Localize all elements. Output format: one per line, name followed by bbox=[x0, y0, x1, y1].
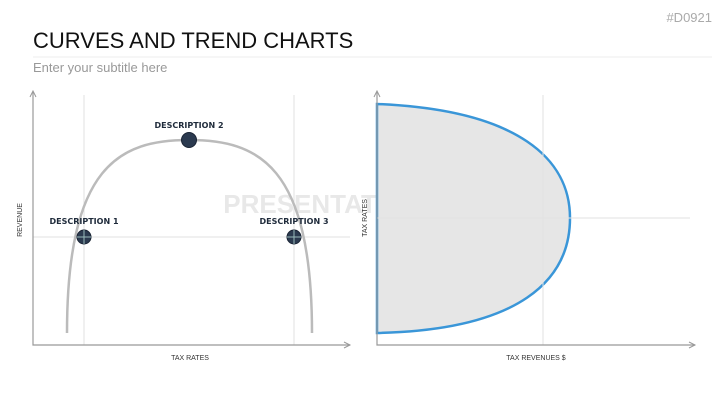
x-axis-label: TAX RATES bbox=[171, 355, 209, 362]
x-axis-label: TAX REVENUES $ bbox=[506, 355, 565, 362]
title: CURVES AND TREND CHARTS bbox=[33, 28, 353, 53]
right-chart: TAX REVENUES $ TAX RATES bbox=[362, 89, 697, 362]
y-axis-label: TAX RATES bbox=[362, 199, 369, 237]
arrows bbox=[373, 89, 697, 349]
axes bbox=[32, 92, 350, 346]
description: DESCRIPTION 3 bbox=[259, 217, 328, 226]
y-axis-label: REVENUE bbox=[17, 203, 24, 237]
marker bbox=[286, 229, 302, 245]
marker bbox=[181, 132, 197, 148]
description: DESCRIPTION 1 bbox=[49, 217, 118, 226]
description: DESCRIPTION 2 bbox=[154, 121, 223, 130]
arrows bbox=[29, 89, 352, 349]
marker bbox=[76, 229, 92, 245]
subtitle: Enter your subtitle here bbox=[33, 60, 167, 75]
axes bbox=[376, 92, 695, 346]
left-chart: DESCRIPTION 1 DESCRIPTION 2 DESCRIPTION … bbox=[17, 89, 352, 362]
slide-id: #D0921 bbox=[666, 10, 712, 25]
